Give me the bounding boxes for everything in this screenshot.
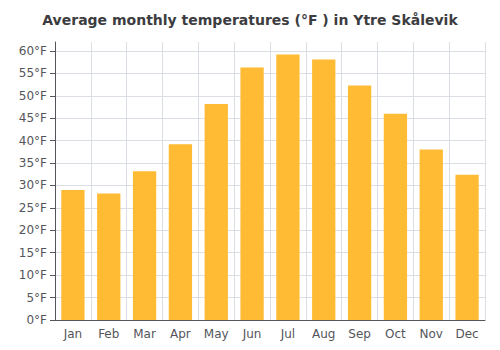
svg-text:Jan: Jan (63, 327, 83, 341)
svg-text:Sep: Sep (348, 327, 371, 341)
svg-text:Aug: Aug (312, 327, 335, 341)
svg-text:30°F: 30°F (19, 178, 47, 192)
svg-text:50°F: 50°F (19, 89, 47, 103)
svg-text:Oct: Oct (385, 327, 406, 341)
svg-text:May: May (204, 327, 229, 341)
svg-text:0°F: 0°F (26, 313, 47, 327)
svg-text:20°F: 20°F (19, 223, 47, 237)
svg-text:Nov: Nov (420, 327, 443, 341)
svg-text:15°F: 15°F (19, 246, 47, 260)
svg-text:Average monthly temperatures (: Average monthly temperatures (°F ) in Yt… (42, 12, 458, 28)
svg-text:Feb: Feb (98, 327, 119, 341)
svg-text:Mar: Mar (133, 327, 156, 341)
svg-text:Jun: Jun (242, 327, 262, 341)
svg-text:60°F: 60°F (19, 44, 47, 58)
svg-text:5°F: 5°F (26, 291, 47, 305)
svg-text:Jul: Jul (280, 327, 295, 341)
svg-text:10°F: 10°F (19, 268, 47, 282)
svg-text:Dec: Dec (455, 327, 478, 341)
svg-text:40°F: 40°F (19, 134, 47, 148)
svg-text:25°F: 25°F (19, 201, 47, 215)
svg-text:Apr: Apr (170, 327, 191, 341)
svg-text:35°F: 35°F (19, 156, 47, 170)
svg-text:45°F: 45°F (19, 111, 47, 125)
svg-text:55°F: 55°F (19, 66, 47, 80)
